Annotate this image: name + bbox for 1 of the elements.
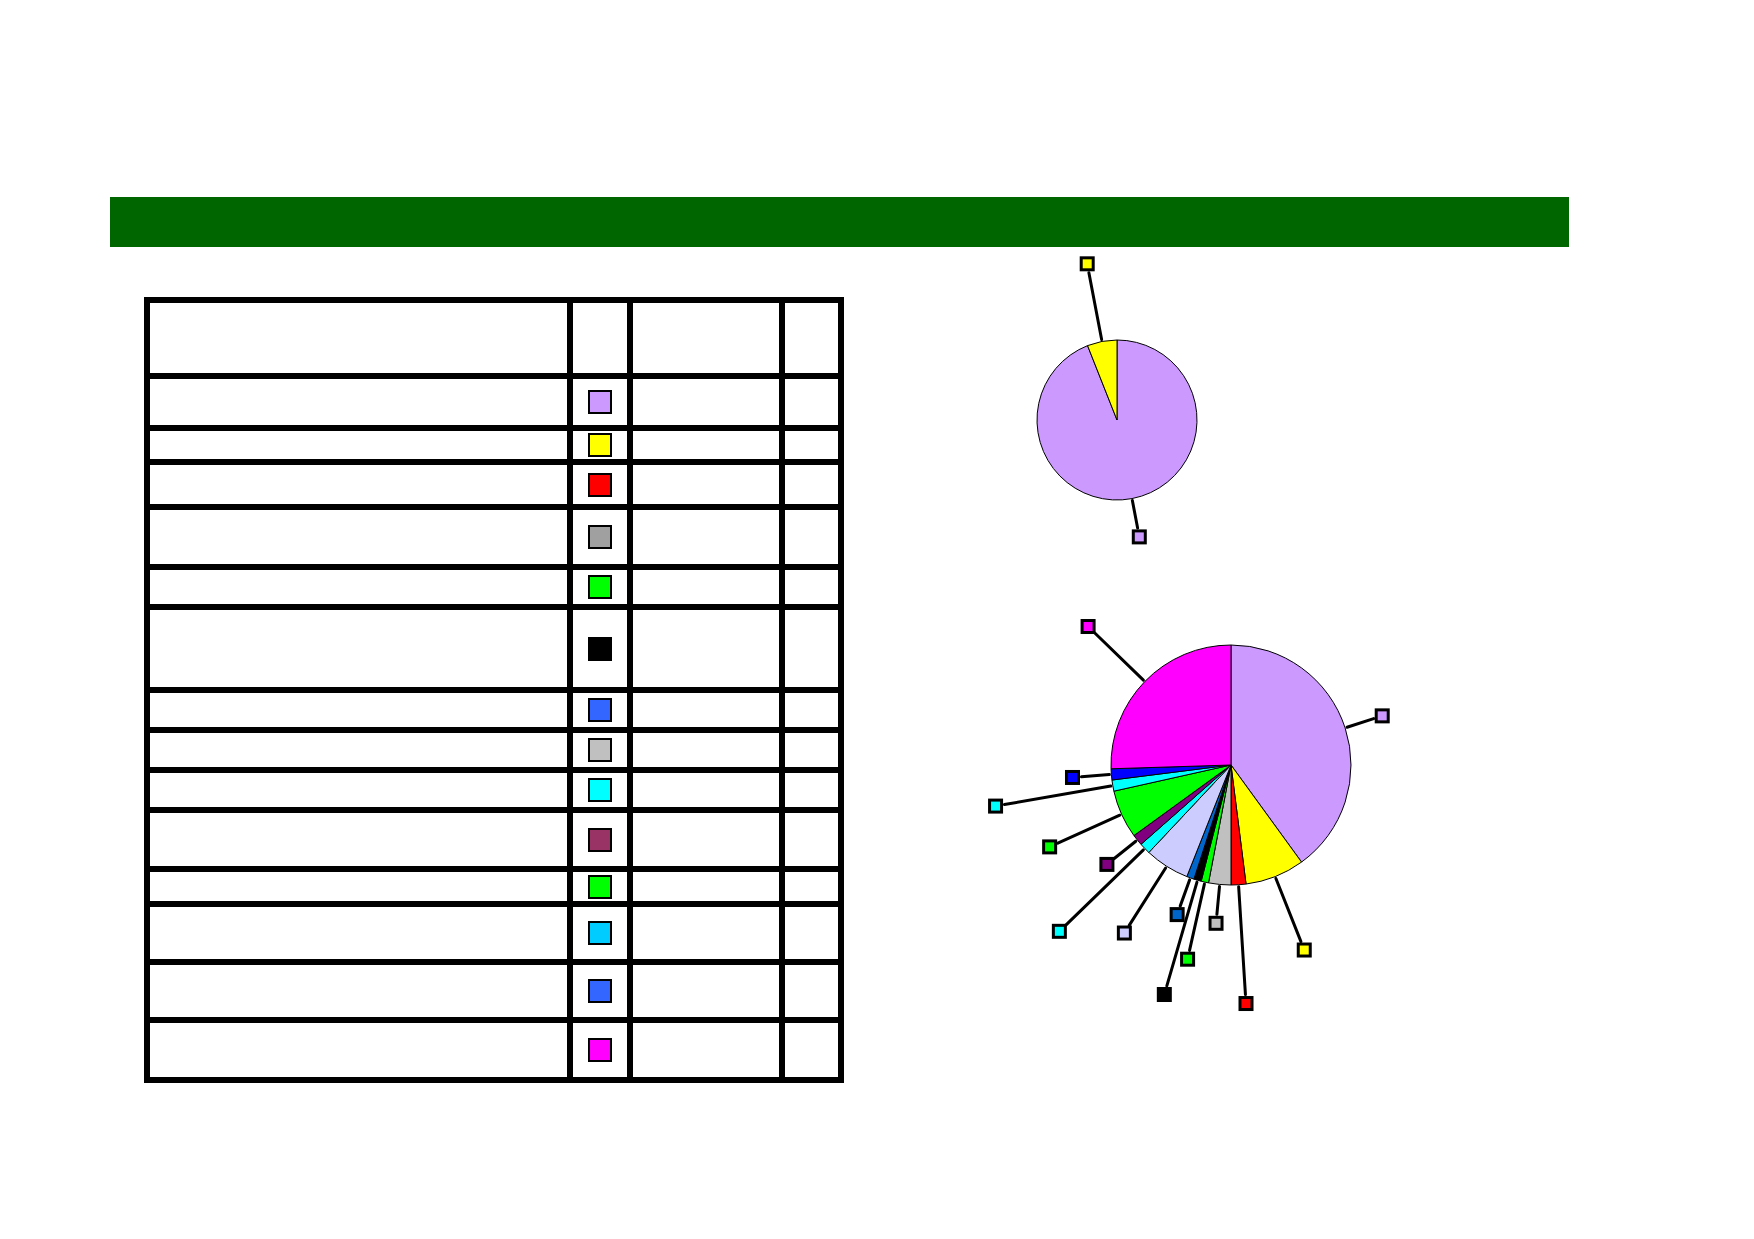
pie-slice [1036, 339, 1198, 501]
